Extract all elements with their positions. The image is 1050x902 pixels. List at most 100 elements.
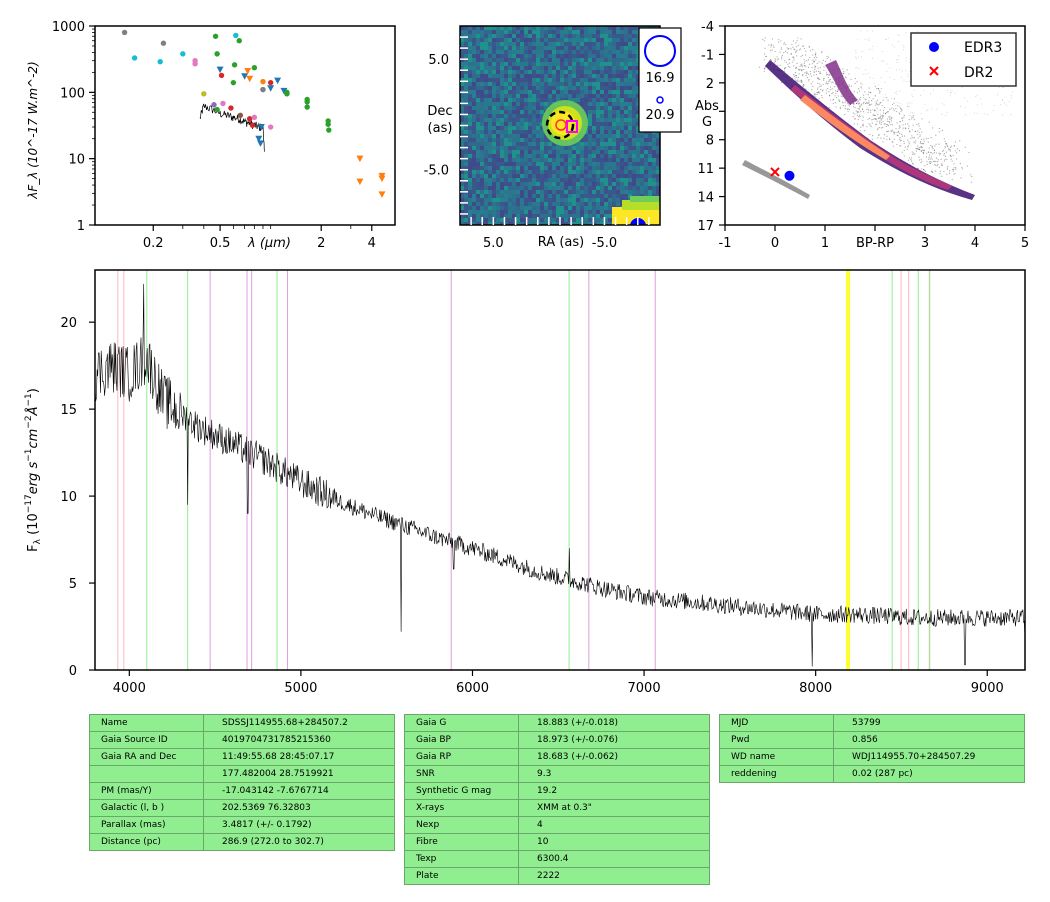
cutout-pixel <box>624 102 628 106</box>
hr-field-star <box>764 68 766 70</box>
cutout-pixel <box>532 54 536 58</box>
cutout-pixel <box>468 194 472 198</box>
hr-field-star <box>813 70 815 72</box>
hr-x-tick-label: 4 <box>971 236 979 251</box>
cutout-pixel <box>588 74 592 78</box>
hr-field-star <box>838 99 840 101</box>
cutout-pixel <box>632 146 636 150</box>
cutout-pixel <box>496 38 500 42</box>
cutout-pixel <box>568 30 572 34</box>
cutout-pixel <box>532 210 536 214</box>
hr-field-star <box>806 72 808 74</box>
sed-x-tick-label: 0.5 <box>210 236 231 251</box>
hr-field-star <box>914 153 916 155</box>
hr-field-star <box>907 145 910 147</box>
cutout-pixel <box>636 110 640 114</box>
cutout-pixel <box>472 146 476 150</box>
hr-field-star <box>862 119 864 122</box>
hr-field-star <box>920 138 923 141</box>
hr-field-star <box>790 48 792 50</box>
cutout-pixel <box>504 86 508 90</box>
cutout-pixel <box>576 154 580 158</box>
hr-field-star <box>908 143 911 145</box>
hr-field-star <box>882 127 884 129</box>
cutout-pixel <box>548 26 552 30</box>
hr-field-star <box>954 150 957 152</box>
hr-field-star <box>986 114 988 116</box>
cutout-pixel <box>520 118 524 122</box>
cutout-pixel <box>588 178 592 182</box>
cutout-pixel <box>480 178 484 182</box>
cutout-pixel <box>616 170 620 174</box>
cutout-pixel <box>624 130 628 134</box>
cutout-pixel <box>560 66 564 70</box>
hr-field-star <box>905 70 907 72</box>
hr-field-star <box>900 108 903 110</box>
cutout-pixel <box>540 34 544 38</box>
cutout-pixel <box>564 170 568 174</box>
hr-field-star <box>800 64 802 66</box>
legend-small-circle-marker <box>656 96 664 104</box>
cutout-pixel <box>544 206 548 210</box>
cutout-pixel <box>612 42 616 46</box>
cutout-pixel <box>544 102 548 106</box>
cutout-pixel <box>600 130 604 134</box>
cutout-pixel <box>516 214 520 218</box>
cutout-pixel <box>580 82 584 86</box>
cutout-pixel <box>500 126 504 130</box>
cutout-pixel <box>588 138 592 142</box>
cutout-pixel <box>552 54 556 58</box>
cutout-pixel <box>564 78 568 82</box>
hr-field-star <box>926 163 928 165</box>
table-key-cell: X-rays <box>404 799 519 817</box>
cutout-pixel <box>468 62 472 66</box>
hr-field-star <box>796 79 798 81</box>
hr-field-star <box>1001 99 1003 101</box>
cutout-pixel <box>508 170 512 174</box>
hr-target-points <box>770 167 795 181</box>
cutout-pixel <box>504 150 508 154</box>
cutout-pixel <box>516 26 520 30</box>
hr-field-star <box>1003 102 1005 104</box>
hr-field-star <box>882 141 884 143</box>
cutout-pixel <box>512 106 516 110</box>
hr-field-star <box>971 176 973 178</box>
cutout-pixel <box>496 214 500 218</box>
cutout-pixel <box>496 66 500 70</box>
cutout-pixel <box>480 174 484 178</box>
cutout-pixel <box>484 146 488 150</box>
cutout-pixel <box>488 126 492 130</box>
table-value-cell: 4019704731785215360 <box>203 731 395 749</box>
hr-y-tick-label: 11 <box>697 162 714 177</box>
hr-field-star <box>819 72 821 74</box>
cutout-pixel <box>552 198 556 202</box>
cutout-pixel <box>468 214 472 218</box>
cutout-pixel <box>480 62 484 66</box>
cutout-pixel <box>528 98 532 102</box>
hr-field-star <box>891 141 893 143</box>
cutout-pixel <box>552 34 556 38</box>
cutout-pixel <box>532 166 536 170</box>
cutout-pixel <box>604 178 608 182</box>
cutout-pixel <box>620 58 624 62</box>
info-table-object: Name SDSSJ114955.68+284507.2 Gaia Source I… <box>89 714 395 851</box>
cutout-pixel <box>600 150 604 154</box>
hr-field-star <box>795 76 797 78</box>
hr-field-star <box>933 164 935 166</box>
cutout-pixel <box>640 162 644 166</box>
cutout-pixel <box>512 42 516 46</box>
cutout-pixel <box>464 42 468 46</box>
cutout-pixel <box>568 202 572 206</box>
cutout-pixel <box>476 46 480 50</box>
hr-field-star <box>880 90 882 92</box>
cutout-pixel <box>460 202 464 206</box>
hr-field-star <box>879 115 881 117</box>
cutout-pixel <box>472 26 476 30</box>
hr-field-star <box>859 130 861 132</box>
cutout-pixel <box>460 98 464 102</box>
cutout-pixel <box>624 26 628 30</box>
cutout-pixel <box>580 142 584 146</box>
hr-field-star <box>816 62 818 65</box>
cutout-pixel <box>584 102 588 106</box>
hr-field-star <box>909 115 911 117</box>
